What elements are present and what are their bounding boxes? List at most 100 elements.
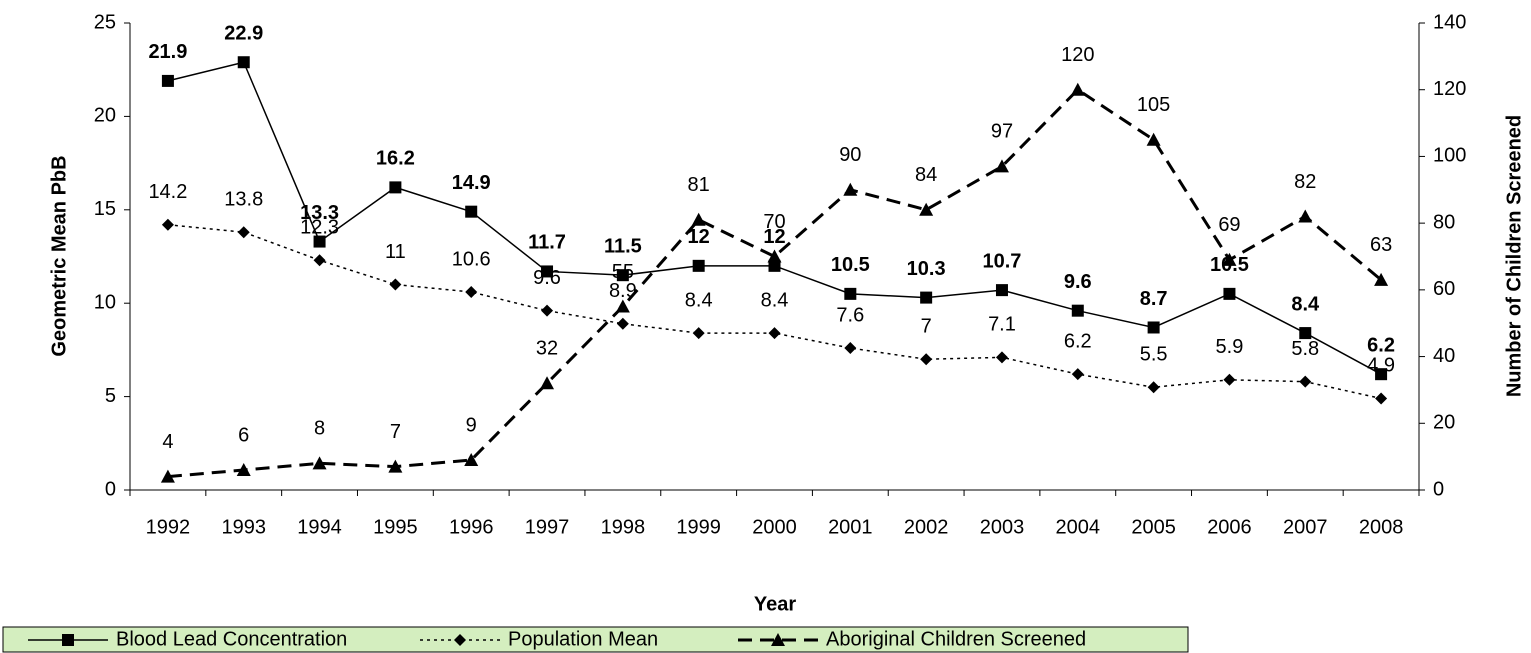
- series-marker: [541, 265, 554, 278]
- series-marker: [160, 469, 175, 483]
- series-marker: [994, 159, 1009, 173]
- series-marker: [1298, 209, 1313, 223]
- x-tick-label: 1994: [297, 516, 342, 538]
- series-marker: [1146, 132, 1161, 146]
- series-marker: [541, 304, 554, 317]
- data-label: 8.7: [1140, 288, 1168, 310]
- x-tick-label: 2005: [1131, 516, 1176, 538]
- data-label: 9: [466, 414, 477, 436]
- data-label: 9.6: [533, 267, 561, 289]
- y2-tick-label: 100: [1433, 145, 1466, 167]
- series-marker: [995, 351, 1008, 364]
- series-marker: [692, 259, 705, 272]
- series-marker: [1071, 304, 1084, 317]
- series-marker: [1223, 373, 1236, 386]
- series-marker: [161, 74, 174, 87]
- x-tick-label: 1992: [146, 516, 191, 538]
- y-tick-label: 20: [94, 105, 116, 127]
- x-tick-label: 2002: [904, 516, 949, 538]
- data-label: 84: [915, 164, 937, 186]
- x-tick-label: 1993: [221, 516, 266, 538]
- series-marker: [692, 327, 705, 340]
- data-label: 8.4: [1291, 293, 1320, 315]
- data-label: 6.2: [1064, 330, 1092, 352]
- data-label: 5.5: [1140, 344, 1168, 366]
- series-marker: [1222, 252, 1237, 266]
- data-label: 12: [688, 226, 710, 248]
- data-label: 13.8: [224, 188, 263, 210]
- data-label: 21.9: [148, 41, 187, 63]
- data-label: 14.9: [452, 172, 491, 194]
- data-label: 32: [536, 338, 558, 360]
- series-marker: [1071, 368, 1084, 381]
- data-label: 11.7: [528, 232, 566, 254]
- data-label: 7.6: [836, 304, 864, 326]
- legend-label: Blood Lead Concentration: [116, 628, 347, 650]
- y-tick-label: 5: [105, 385, 116, 407]
- legend-label: Aboriginal Children Screened: [826, 628, 1086, 650]
- x-tick-label: 2004: [1056, 516, 1101, 538]
- y2-tick-label: 40: [1433, 345, 1455, 367]
- data-label: 8: [314, 418, 325, 440]
- y2-tick-label: 60: [1433, 278, 1455, 300]
- x-tick-label: 1999: [676, 516, 721, 538]
- y2-tick-label: 80: [1433, 211, 1455, 233]
- series-marker: [312, 456, 327, 470]
- series-line: [167, 223, 1382, 400]
- data-label: 10.3: [907, 258, 946, 280]
- series-marker: [237, 226, 250, 239]
- series-marker: [919, 202, 934, 216]
- x-tick-label: 2007: [1283, 516, 1328, 538]
- data-label: 22.9: [224, 23, 263, 45]
- series-marker: [767, 249, 782, 263]
- legend-marker: [771, 633, 785, 646]
- series-marker: [1070, 82, 1085, 96]
- y-axis-title: Geometric Mean PbB: [48, 155, 70, 356]
- data-label: 10.5: [831, 254, 870, 276]
- y2-tick-label: 140: [1433, 11, 1466, 33]
- data-label: 5.8: [1291, 338, 1319, 360]
- x-tick-label: 2003: [980, 516, 1025, 538]
- legend-marker: [454, 634, 466, 646]
- series-marker: [1147, 321, 1160, 334]
- series-marker: [1375, 368, 1388, 381]
- x-axis-title: Year: [754, 593, 796, 615]
- data-label: 12.3: [300, 217, 339, 239]
- data-label: 97: [991, 121, 1013, 143]
- series-marker: [464, 452, 479, 466]
- data-label: 13.3: [300, 202, 339, 224]
- series-marker: [237, 56, 250, 69]
- series-marker: [844, 287, 857, 300]
- series-marker: [616, 269, 629, 282]
- data-label: 11: [385, 241, 406, 263]
- x-tick-label: 1995: [373, 516, 418, 538]
- series-marker: [920, 353, 933, 366]
- x-tick-label: 2000: [752, 516, 797, 538]
- data-label: 4: [162, 431, 173, 453]
- data-label: 9.6: [1064, 271, 1092, 293]
- series-marker: [1374, 272, 1389, 286]
- series-marker: [388, 459, 403, 473]
- series-marker: [161, 218, 174, 231]
- y2-axis-title: Number of Children Screened: [1503, 115, 1525, 397]
- series-marker: [1223, 287, 1236, 300]
- data-label: 7: [390, 421, 401, 443]
- data-label: 8.4: [761, 289, 789, 311]
- data-label: 8.4: [685, 289, 713, 311]
- y2-tick-label: 120: [1433, 78, 1466, 100]
- data-label: 63: [1370, 234, 1392, 256]
- series-marker: [920, 291, 933, 304]
- data-label: 6.2: [1367, 334, 1395, 356]
- series-marker: [995, 284, 1008, 297]
- data-label: 6: [238, 424, 249, 446]
- data-label: 69: [1218, 214, 1240, 236]
- data-label: 5.9: [1216, 336, 1244, 358]
- data-label: 120: [1061, 44, 1094, 66]
- series-marker: [844, 342, 857, 355]
- data-label: 10.7: [983, 250, 1022, 272]
- x-tick-label: 1996: [449, 516, 494, 538]
- data-label: 12: [763, 226, 785, 248]
- x-tick-label: 2008: [1359, 516, 1404, 538]
- series-marker: [389, 181, 402, 194]
